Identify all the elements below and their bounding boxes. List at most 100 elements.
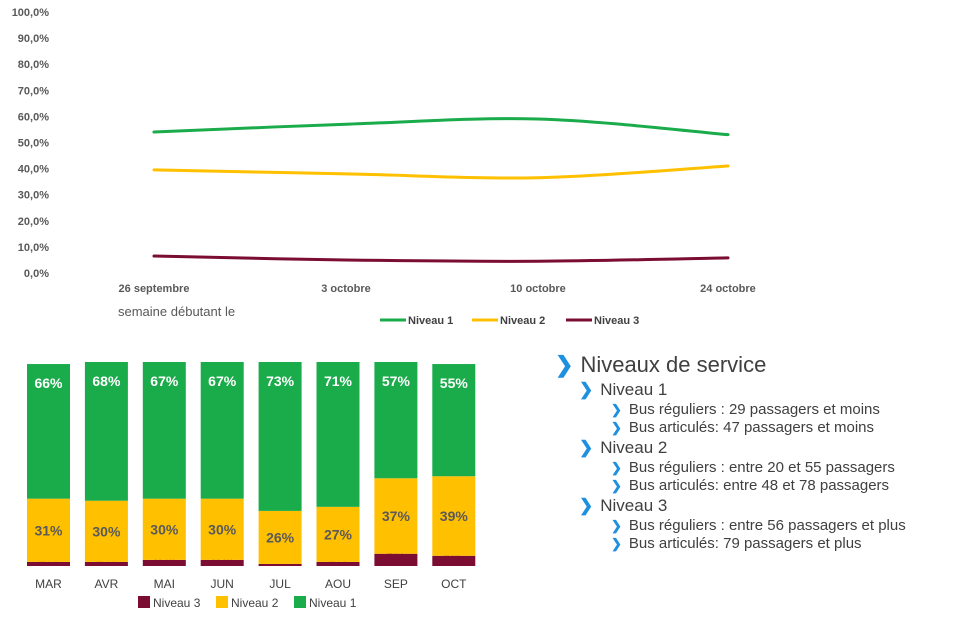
bar-segment-niveau-3 [316,561,360,566]
bar-segment-niveau-3 [432,555,476,566]
legend-label-niveau-1: Niveau 1 [408,315,453,327]
data-label-niveau-1: 71% [324,373,353,389]
bar-segment-niveau-2 [432,476,476,556]
category-label: MAR [35,577,62,591]
chevron-right-icon: ❯ [611,419,622,435]
bar-segment-niveau-1 [84,362,128,501]
level-3-block: ❯ Niveau 3 ❯ Bus réguliers : entre 56 pa… [555,496,950,552]
y-tick-label: 100,0% [12,7,50,19]
data-label-niveau-2: 39% [440,508,469,524]
data-label-niveau-1: 66% [34,375,63,391]
data-label-niveau-1: 67% [150,373,179,389]
level-2-item-1-text: Bus réguliers : entre 20 et 55 passagers [628,459,895,476]
legend-label-niveau-3: Niveau 3 [594,315,639,327]
y-tick-label: 70,0% [18,85,49,97]
legend-label-niveau-2: Niveau 2 [231,596,279,610]
level-1-item-1-text: Bus réguliers : 29 passagers et moins [628,401,880,418]
bar-segment-niveau-1 [200,362,244,499]
level-3-name: Niveau 3 [600,496,668,515]
bar-segment-niveau-1 [432,364,476,477]
category-label: MAI [154,577,175,591]
data-label-niveau-1: 67% [208,373,237,389]
stacked-bar-chart: 2%31%66%MAR2%30%68%AVR3%30%67%MAI3%30%67… [27,362,476,610]
y-tick-label: 0,0% [24,268,49,280]
service-levels-title: Niveaux de service [580,352,767,377]
bar-segment-niveau-2 [374,478,418,554]
data-label-niveau-1: 57% [382,373,411,389]
bar-segment-niveau-2 [142,498,186,560]
y-tick-label: 80,0% [18,59,49,71]
bar-segment-niveau-3 [27,561,70,566]
line-chart: 0,0% 10,0% 20,0% 30,0% 40,0% 50,0% 60,0% 70,0% 8… [12,7,756,327]
level-1-heading: ❯ Niveau 1 [555,380,950,400]
chevron-right-icon: ❯ [579,496,594,515]
x-tick-label: 26 septembre [119,283,190,295]
y-tick-label: 60,0% [18,111,49,123]
level-1-name: Niveau 1 [600,380,668,399]
legend-label-niveau-2: Niveau 2 [500,315,545,327]
chevron-right-icon: ❯ [611,517,622,533]
bar-segment-niveau-3 [200,559,244,566]
legend-swatch-niveau-2 [216,596,228,608]
bar-segment-niveau-1 [258,362,302,511]
level-2-item-2-text: Bus articulés: entre 48 et 78 passagers [628,477,890,494]
level-3-heading: ❯ Niveau 3 [555,496,950,516]
level-3-item-2-text: Bus articulés: 79 passagers et plus [628,535,862,552]
chevron-right-icon: ❯ [611,477,622,493]
data-label-niveau-2: 30% [208,521,237,537]
chevron-right-icon: ❯ [555,352,574,377]
y-tick-label: 40,0% [18,164,49,176]
level-1-block: ❯ Niveau 1 ❯ Bus réguliers : 29 passager… [555,380,950,436]
level-3-item-1-text: Bus réguliers : entre 56 passagers et pl… [628,517,906,534]
data-label-niveau-2: 26% [266,529,295,545]
legend-swatch-niveau-3 [138,596,150,608]
category-label: AVR [95,577,119,591]
series-line-niveau-2 [152,164,730,180]
bar-segment-niveau-2 [316,506,360,562]
data-label-niveau-2: 30% [92,523,121,539]
chevron-right-icon: ❯ [611,401,622,417]
chevron-right-icon: ❯ [611,459,622,475]
bar-segment-niveau-3 [84,561,128,566]
data-label-niveau-1: 68% [92,373,121,389]
bar-segment-niveau-2 [258,510,302,564]
service-levels-heading: ❯ Niveaux de service [555,352,950,378]
y-tick-label: 30,0% [18,190,49,202]
level-2-item-2: ❯ Bus articulés: entre 48 et 78 passager… [555,477,950,494]
chevron-right-icon: ❯ [611,535,622,551]
chevron-right-icon: ❯ [579,438,594,457]
x-tick-label: 10 octobre [510,283,566,295]
level-3-item-2: ❯ Bus articulés: 79 passagers et plus [555,535,950,552]
bar-segment-niveau-1 [316,362,360,507]
category-label: JUL [269,577,291,591]
level-3-item-1: ❯ Bus réguliers : entre 56 passagers et … [555,517,950,534]
data-label-niveau-2: 31% [34,522,63,538]
service-levels-panel: ❯ Niveaux de service ❯ Niveau 1 ❯ Bus ré… [555,352,950,552]
bar-segment-niveau-2 [200,498,244,560]
level-2-name: Niveau 2 [600,438,668,457]
bar-segment-niveau-3 [258,563,302,566]
data-label-niveau-2: 30% [150,521,179,537]
data-label-niveau-1: 55% [440,375,469,391]
level-2-block: ❯ Niveau 2 ❯ Bus réguliers : entre 20 et… [555,438,950,494]
chevron-right-icon: ❯ [579,380,594,399]
series-line-niveau-1 [152,117,730,137]
level-1-item-2: ❯ Bus articulés: 47 passagers et moins [555,419,950,436]
category-label: OCT [441,577,467,591]
level-1-item-2-text: Bus articulés: 47 passagers et moins [628,419,875,436]
bar-segment-niveau-3 [374,553,418,566]
bar-segment-niveau-1 [27,364,70,499]
bar-segment-niveau-2 [27,498,70,562]
legend-swatch-niveau-1 [294,596,306,608]
series-line-niveau-3 [152,254,730,263]
level-2-heading: ❯ Niveau 2 [555,438,950,458]
y-tick-label: 20,0% [18,216,49,228]
level-1-item-1: ❯ Bus réguliers : 29 passagers et moins [555,401,950,418]
y-tick-label: 90,0% [18,33,49,45]
x-axis-title: semaine débutant le [118,304,235,319]
legend-label-niveau-1: Niveau 1 [309,596,357,610]
x-tick-label: 3 octobre [321,283,371,295]
category-label: SEP [384,577,408,591]
bar-segment-niveau-1 [142,362,186,499]
data-label-niveau-2: 37% [382,508,411,524]
